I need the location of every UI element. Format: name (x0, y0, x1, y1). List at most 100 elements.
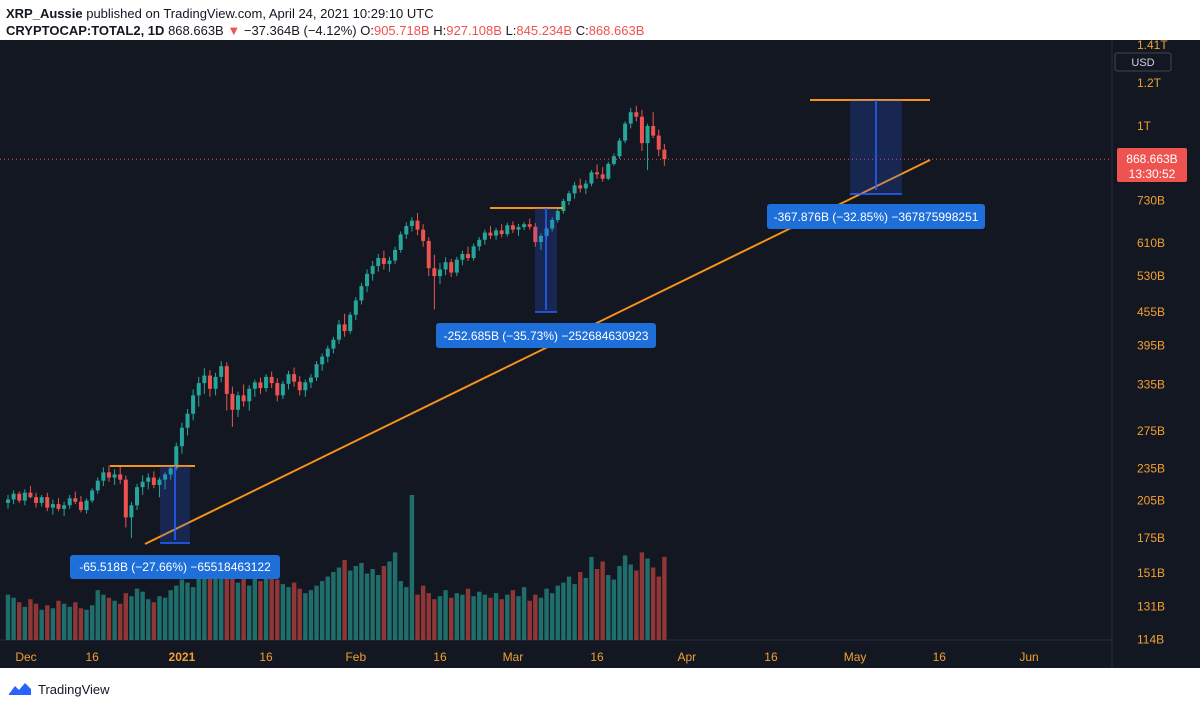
candle-body (17, 493, 22, 501)
volume-bar (443, 590, 448, 640)
volume-bar (342, 559, 347, 640)
candle-body (123, 479, 128, 518)
candle-body (22, 492, 27, 501)
volume-bar (600, 561, 605, 640)
volume-bar (353, 565, 359, 640)
volume-bar (28, 599, 33, 640)
price-tick-label: 175B (1137, 531, 1165, 545)
low-label: L: (505, 23, 517, 38)
volume-bar (460, 594, 465, 640)
volume-bar (364, 573, 370, 640)
candle-body (336, 324, 341, 340)
time-axis[interactable]: Dec 16 2021 16 Feb 16 Mar 16 Apr 16 May 16 Jun (15, 650, 1038, 664)
volume-bar (319, 581, 325, 640)
candle-body (34, 497, 39, 503)
candle-body (555, 210, 560, 220)
price-change: −37.364B (−4.12%) (243, 23, 357, 38)
candle-body (600, 174, 605, 179)
candle-body (606, 163, 611, 179)
time-tick-label: Feb (345, 650, 366, 664)
time-tick-label: May (844, 650, 867, 664)
brand-name[interactable]: TradingView (38, 681, 110, 697)
volume-bar (527, 600, 532, 640)
volume-bar (381, 565, 387, 640)
volume-bar (493, 593, 499, 640)
candle-body (634, 112, 639, 117)
candle-body (342, 324, 347, 332)
candle-body (437, 269, 442, 277)
price-axis[interactable]: USD 868.663B 13:30:52 1.41T 1.2T 1T 730B 610… (1114, 40, 1187, 646)
candle-body (219, 366, 224, 377)
volume-bar (370, 569, 375, 640)
volume-bar (140, 591, 145, 640)
volume-bar (213, 569, 218, 640)
high-label: H: (433, 23, 447, 38)
candle-body (415, 220, 420, 230)
volume-bar (280, 584, 286, 640)
tradingview-logo-icon (9, 683, 31, 695)
volume-bar (22, 606, 28, 640)
candle-body (426, 240, 431, 269)
measure-1[interactable]: -65.518B (−27.66%) −65518463122 (70, 465, 280, 579)
candle-body (331, 339, 336, 349)
candle-body (286, 374, 291, 384)
candle-body (505, 225, 510, 235)
volume-bar (297, 588, 302, 640)
candlesticks (6, 105, 667, 538)
candle-body (449, 262, 454, 273)
price-tick-label: 730B (1137, 193, 1165, 207)
time-tick-label: Dec (15, 650, 36, 664)
candle-body (527, 224, 532, 227)
candle-body (510, 225, 515, 230)
volume-bar (101, 594, 106, 640)
volume-bar (645, 558, 650, 640)
candle-body (185, 413, 190, 428)
candle-body (191, 395, 196, 414)
time-tick-label: 16 (590, 650, 604, 664)
volume-bar (650, 567, 656, 640)
candle-body (409, 220, 414, 227)
currency-button[interactable] (1114, 52, 1172, 72)
volume-bar (325, 576, 330, 640)
volume-bar (168, 590, 173, 640)
volume-bar (561, 582, 566, 640)
symbol-name[interactable]: CRYPTOCAP:TOTAL2, 1D (6, 23, 165, 38)
volume-bar (291, 582, 297, 640)
candle-body (163, 474, 168, 480)
volume-bar (56, 600, 61, 640)
volume-bar (235, 582, 241, 640)
candle-body (381, 258, 386, 264)
volume-bar (415, 594, 420, 640)
measure-3[interactable]: -367.876B (−32.85%) −367875998251 (767, 99, 985, 229)
measure-3-label-box (767, 204, 985, 229)
candle-body (129, 505, 134, 518)
price-tick-label: 131B (1137, 599, 1165, 613)
candle-body (39, 497, 44, 503)
volume-bar (78, 608, 84, 640)
candle-body (118, 474, 123, 480)
candle-body (359, 286, 364, 301)
candle-body (84, 500, 89, 511)
candle-body (454, 259, 459, 273)
candle-body (292, 374, 297, 382)
volume-bar (594, 569, 600, 640)
measure-2-label: -252.685B (−35.73%) −252684630923 (444, 329, 649, 343)
candle-body (353, 300, 358, 315)
change-down-arrow-icon: ▼ (227, 23, 241, 38)
volume-bar (331, 572, 336, 640)
candle-body (275, 383, 280, 396)
candle-body (303, 382, 308, 391)
candle-body (460, 253, 465, 260)
price-tick-label: 235B (1137, 461, 1165, 475)
volume-bar (589, 556, 594, 640)
volume-bar (611, 579, 617, 640)
volume-bar (432, 599, 437, 640)
volume-bar (207, 564, 213, 640)
candle-body (370, 266, 375, 274)
measure-2[interactable]: -252.685B (−35.73%) −252684630923 (436, 207, 656, 348)
candle-body (207, 375, 212, 389)
author-name[interactable]: XRP_Aussie (6, 6, 83, 21)
price-chart[interactable]: -65.518B (−27.66%) −65518463122 -252.685… (0, 40, 1200, 668)
candle-body (561, 201, 566, 211)
volume-bar (39, 609, 44, 640)
